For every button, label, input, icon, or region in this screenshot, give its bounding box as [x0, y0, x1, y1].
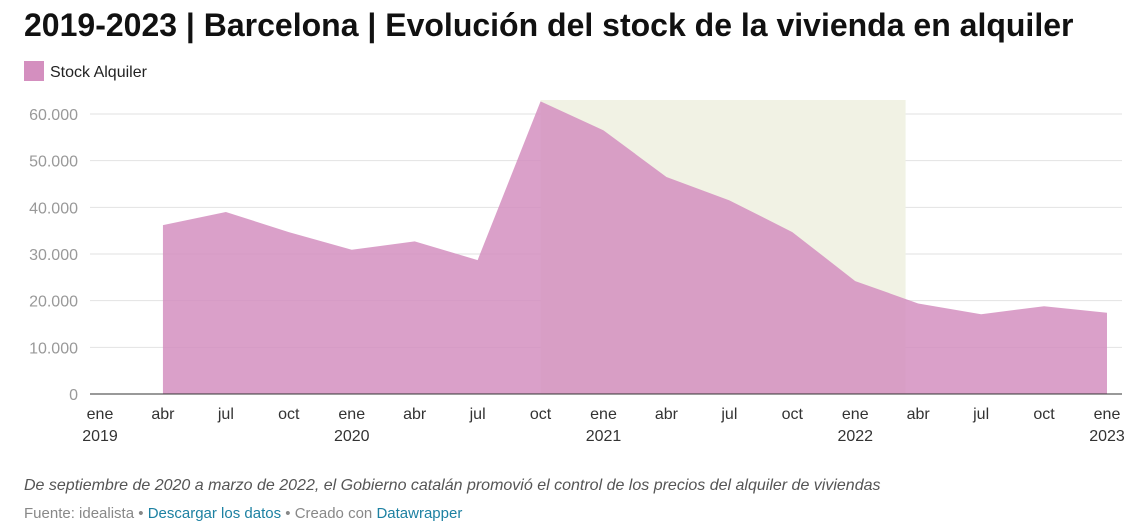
chart: 2019-2023 | Barcelona | Evolución del st…	[24, 7, 1125, 445]
x-tick-label: ene	[1094, 406, 1121, 423]
x-year-label: 2020	[334, 428, 370, 445]
download-link[interactable]: Descargar los datos	[147, 505, 282, 522]
area	[162, 101, 1107, 395]
source: Fuente: idealista	[24, 505, 135, 522]
x-tick-label: abr	[655, 406, 679, 423]
x-year-label: 2021	[586, 428, 622, 445]
x-tick-label: ene	[87, 406, 114, 423]
x-tick-label: oct	[782, 406, 804, 423]
x-tick-label: oct	[278, 406, 300, 423]
x-year-label: 2019	[82, 428, 118, 445]
x-year-label: 2023	[1089, 428, 1125, 445]
y-tick-label: 30.000	[29, 247, 78, 264]
y-tick-label: 10.000	[29, 340, 78, 357]
separator: •	[285, 505, 291, 522]
x-tick-label: abr	[403, 406, 427, 423]
note: De septiembre de 2020 a marzo de 2022, e…	[24, 477, 881, 494]
x-tick-label: jul	[217, 406, 234, 423]
x-tick-label: jul	[469, 406, 486, 423]
legend-swatch	[24, 61, 44, 81]
credit-link[interactable]: Datawrapper	[376, 505, 463, 522]
x-tick-label: abr	[151, 406, 175, 423]
credit: Creado con	[294, 505, 373, 522]
y-tick-label: 60.000	[29, 107, 78, 124]
y-tick-label: 20.000	[29, 294, 78, 311]
x-tick-label: jul	[720, 406, 737, 423]
x-tick-label: oct	[530, 406, 552, 423]
x-tick-label: abr	[907, 406, 931, 423]
y-tick-label: 40.000	[29, 200, 78, 217]
x-tick-label: ene	[842, 406, 869, 423]
y-tick-label: 0	[69, 387, 78, 404]
x-tick-label: ene	[590, 406, 617, 423]
x-tick-label: ene	[338, 406, 365, 423]
separator: •	[138, 505, 144, 522]
x-tick-label: jul	[972, 406, 989, 423]
y-tick-label: 50.000	[29, 154, 78, 171]
legend-label: Stock Alquiler	[50, 64, 148, 81]
chart-title: 2019-2023 | Barcelona | Evolución del st…	[24, 7, 1073, 43]
x-year-label: 2022	[837, 428, 873, 445]
source-line: Fuente: idealista • Descargar los datos …	[24, 505, 462, 522]
x-tick-label: oct	[1033, 406, 1055, 423]
